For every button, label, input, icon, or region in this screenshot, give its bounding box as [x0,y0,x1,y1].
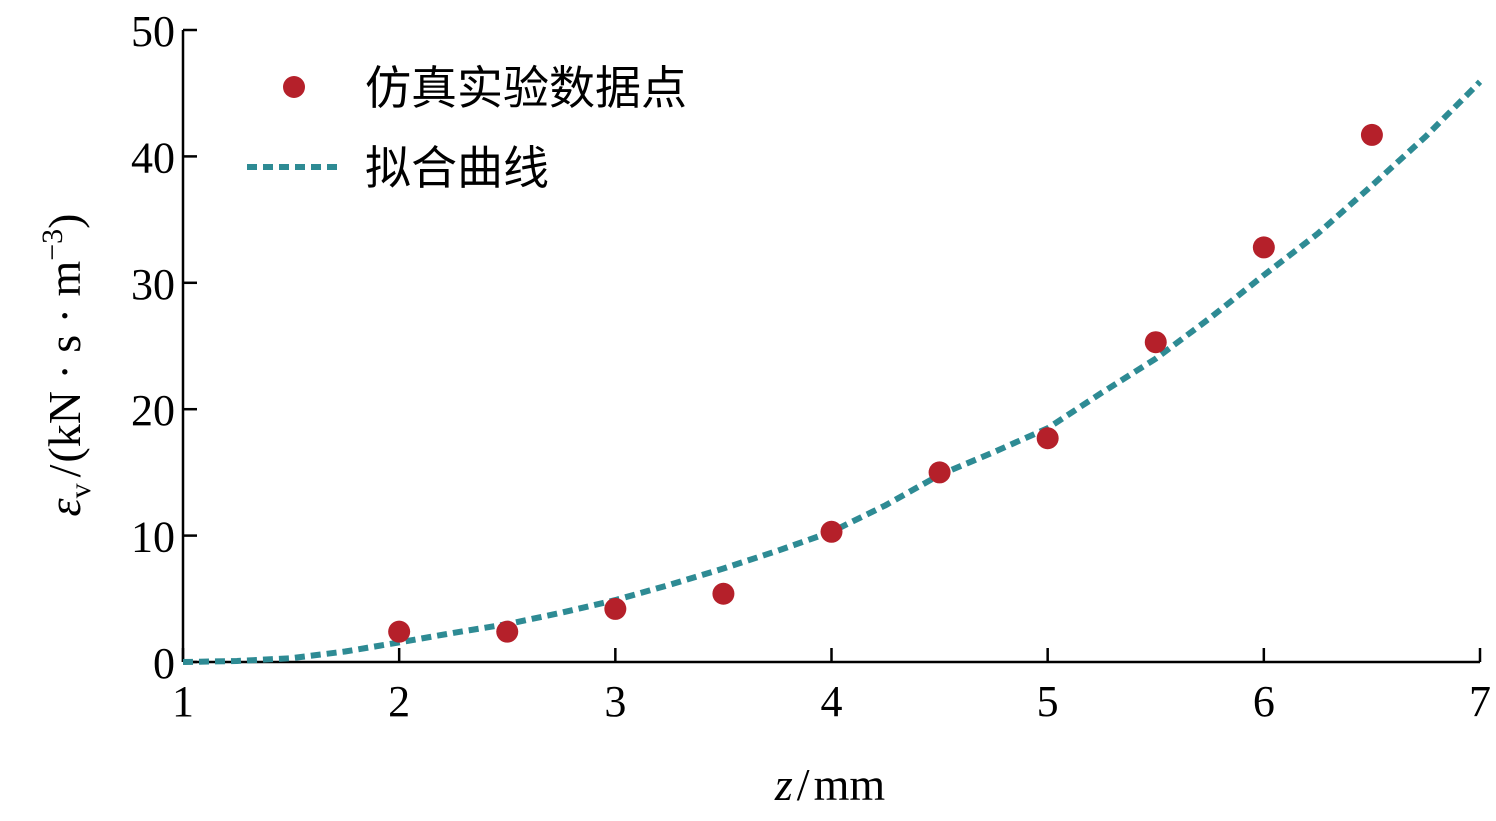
x-tick-label: 7 [1469,677,1491,726]
legend-label-scatter: 仿真实验数据点 [365,63,687,114]
legend-label-line: 拟合曲线 [365,143,549,194]
x-tick-label: 6 [1253,677,1275,726]
data-point [1036,427,1059,450]
axes: 1 2 3 4 5 6 7 0 10 20 30 40 50 [131,7,1491,726]
data-point [496,620,519,643]
y-tick-label: 10 [131,513,175,562]
series-layer [182,79,1483,665]
legend-marker-scatter [283,76,305,98]
data-point [1144,331,1167,354]
data-point [928,461,951,484]
data-point [1360,123,1383,146]
data-point [388,620,411,643]
data-point [712,582,735,605]
y-tick-label: 20 [131,386,175,435]
y-tick-label: 40 [131,133,175,182]
data-point [1252,236,1275,259]
x-tick-label: 3 [604,677,626,726]
x-tick-label: 4 [821,677,843,726]
y-tick-label: 30 [131,260,175,309]
x-tick-label: 5 [1037,677,1059,726]
x-tick-label: 1 [172,677,194,726]
y-tick-label: 0 [153,639,175,688]
data-point [604,597,627,620]
x-axis-title: z/mm [774,759,885,810]
data-point [820,520,843,543]
x-tick-label: 2 [388,677,410,726]
y-tick-label: 50 [131,7,175,56]
y-axis-title: εv/(kN · s · m−3) [36,213,97,516]
